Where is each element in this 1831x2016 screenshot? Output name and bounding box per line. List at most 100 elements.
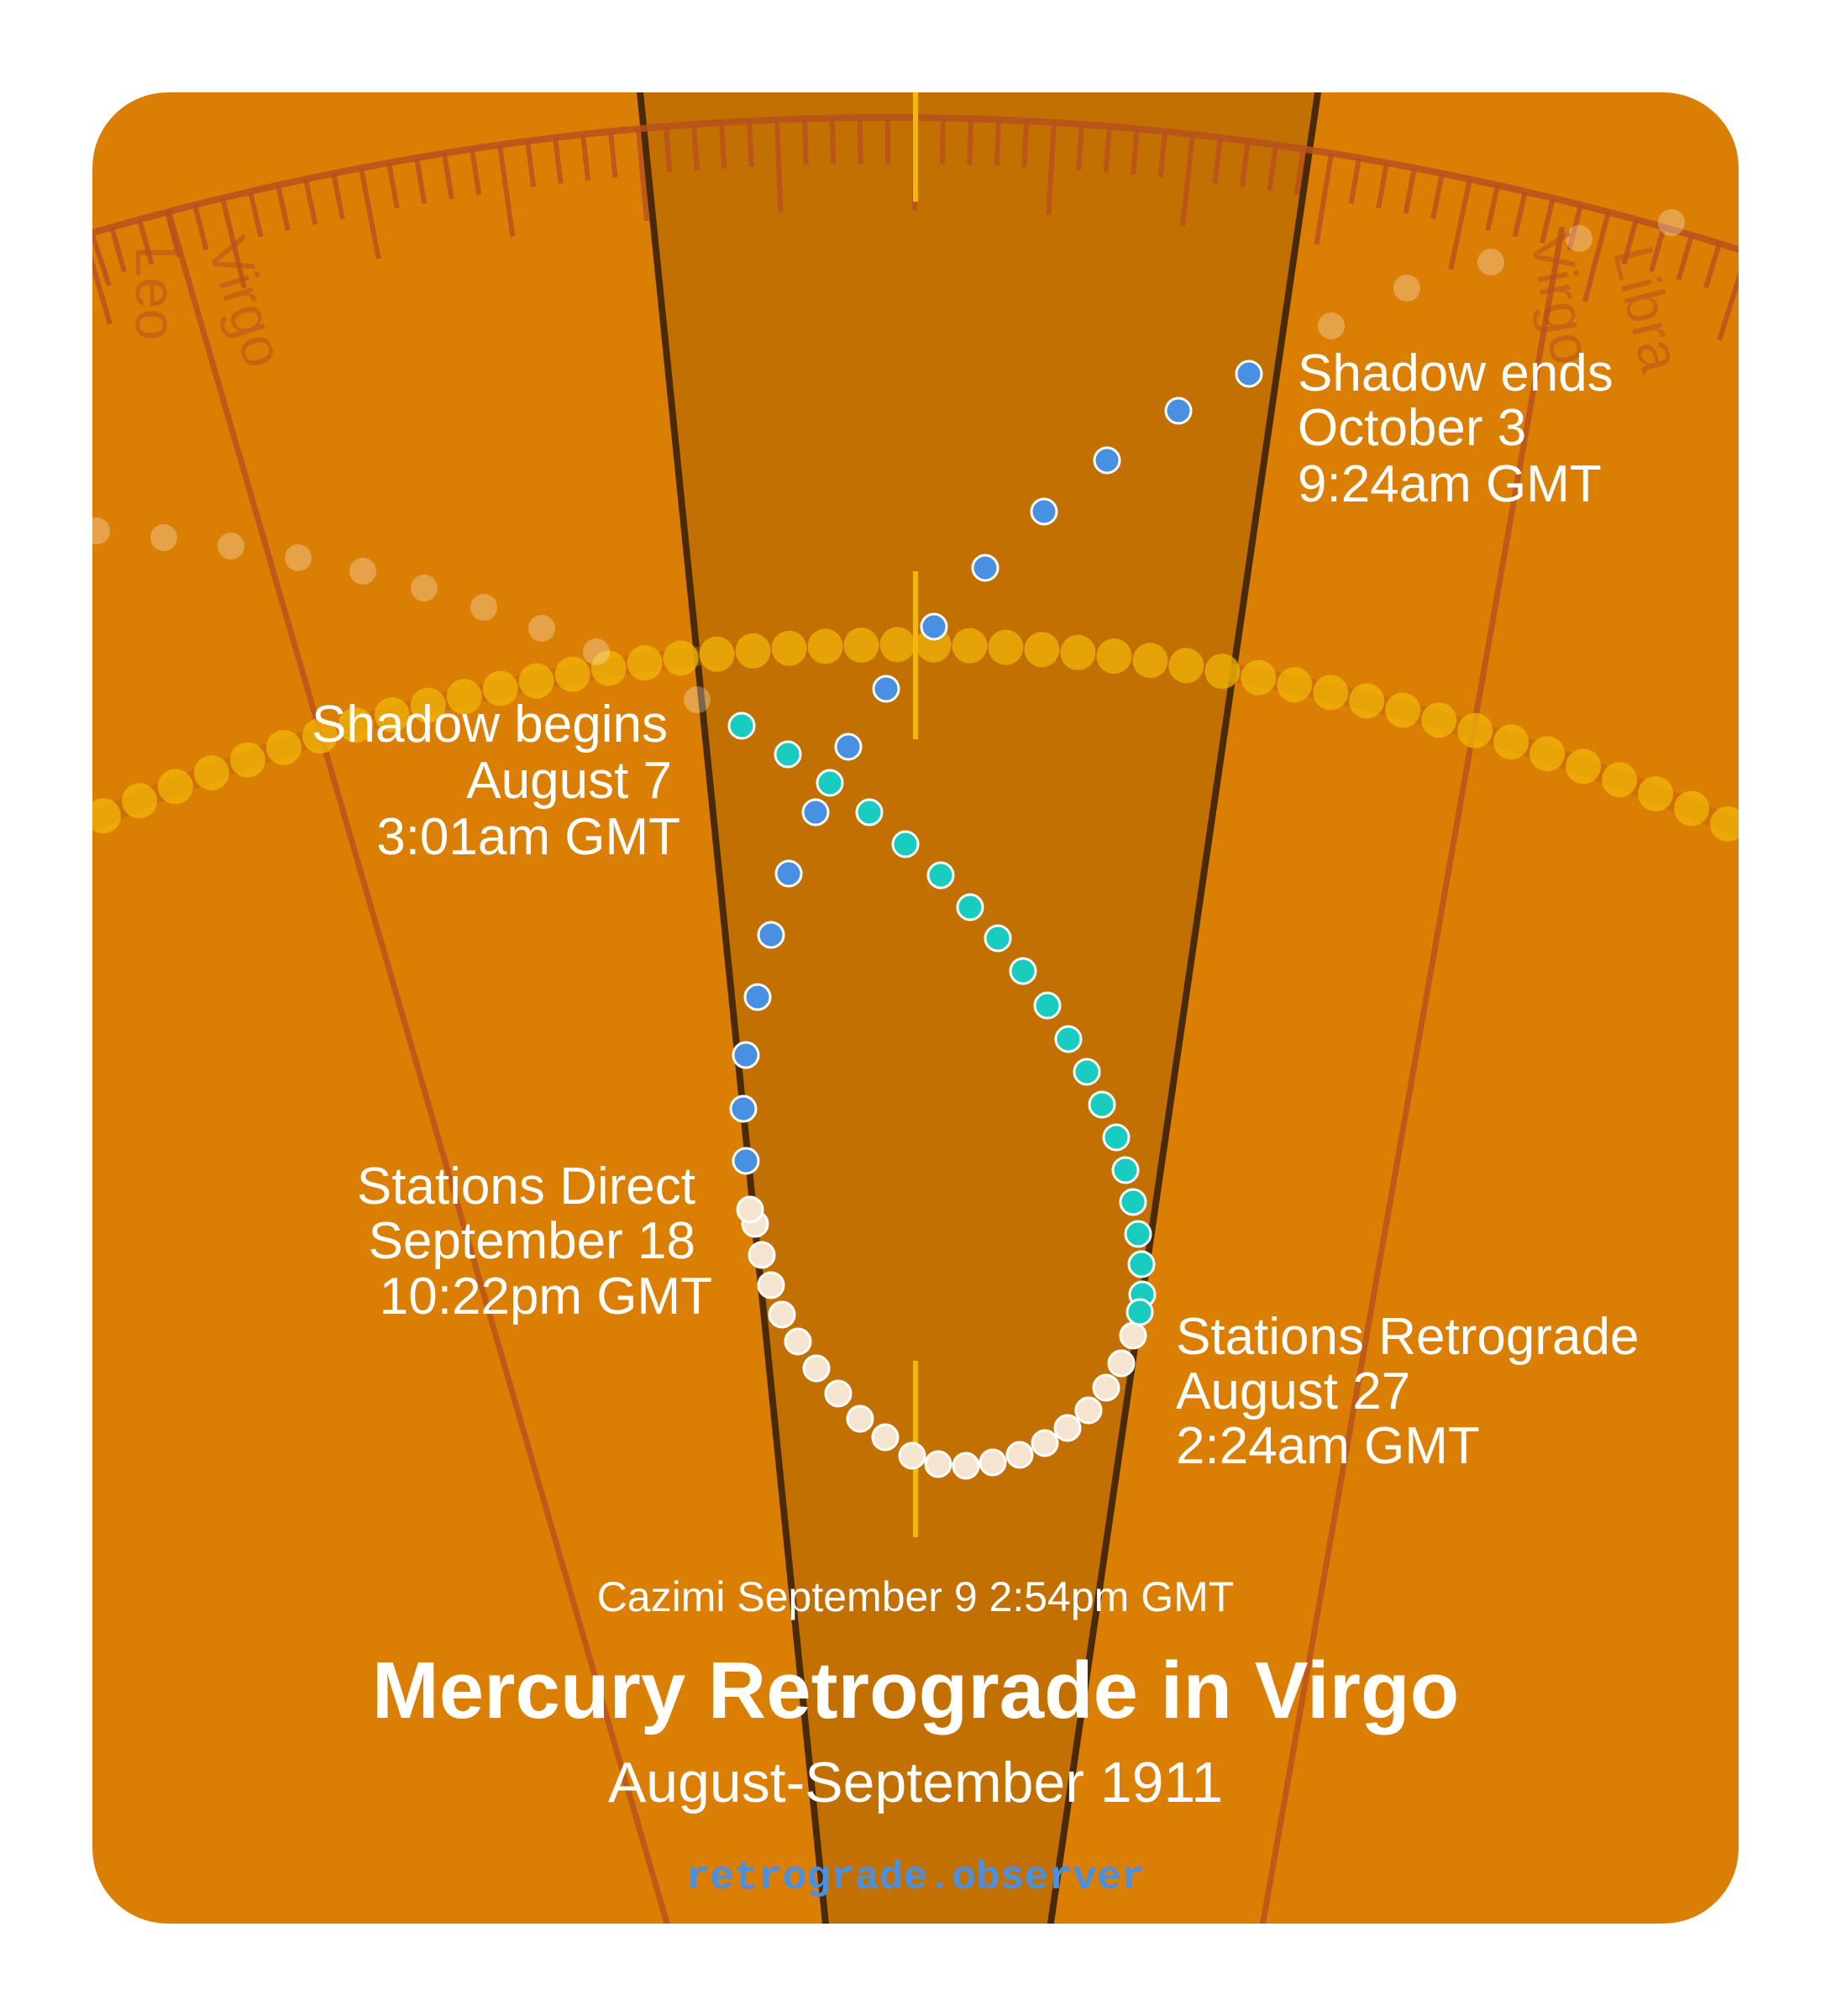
- tick-mark: [1046, 122, 1057, 215]
- faint-dot: [285, 544, 312, 571]
- sun-dot: [1529, 736, 1566, 772]
- cazimi-label: Cazimi September 9 2:54pm GMT: [597, 1573, 1235, 1620]
- tick-mark: [1540, 197, 1556, 244]
- sun-dot: [554, 656, 590, 692]
- sun-dot: [482, 670, 518, 706]
- mercury-dot: [743, 983, 772, 1011]
- mercury-dot: [774, 740, 802, 769]
- sun-dot: [410, 687, 446, 723]
- sun-dot: [1638, 776, 1674, 811]
- tick-mark: [553, 137, 564, 184]
- mercury-dot: [732, 1147, 760, 1175]
- mercury-dot: [1053, 1414, 1082, 1442]
- sun-dot: [265, 729, 302, 765]
- tick-mark: [1376, 162, 1389, 209]
- sign-boundary-virgo-libra: [1257, 226, 1566, 1924]
- label-shadow-ends: Shadow ends October 3 9:24am GMT: [1298, 344, 1613, 513]
- sun-dot: [771, 630, 807, 666]
- tick-mark: [1348, 157, 1361, 204]
- sun-dot: [1313, 675, 1349, 711]
- svg-text:3:01am GMT: 3:01am GMT: [376, 808, 680, 866]
- sun-dot: [879, 627, 916, 663]
- mercury-dot: [1119, 1188, 1147, 1216]
- mercury-dot: [971, 554, 999, 582]
- mercury-dot: [1119, 1321, 1147, 1350]
- mercury-dot: [871, 1423, 900, 1452]
- mercury-dot: [926, 861, 955, 890]
- sun-dot: [302, 718, 338, 754]
- tick-mark: [525, 140, 537, 187]
- faint-dot: [583, 638, 610, 665]
- tick-mark: [691, 123, 700, 171]
- mercury-dot: [956, 893, 984, 921]
- tick-mark: [858, 117, 863, 165]
- sun-dot: [988, 629, 1024, 665]
- tick-mark: [967, 118, 973, 165]
- mercury-dot: [920, 612, 948, 641]
- tick-mark: [608, 131, 618, 178]
- tick-mark: [331, 172, 345, 219]
- svg-text:August 27: August 27: [1176, 1362, 1410, 1420]
- mercury-dot: [952, 1452, 980, 1480]
- tick-mark: [1021, 120, 1029, 168]
- site-link[interactable]: retrograde.observer: [685, 1856, 1145, 1901]
- tick-mark: [939, 118, 946, 165]
- mercury-dot: [855, 798, 884, 827]
- tick-mark: [994, 119, 1001, 166]
- sun-dot: [735, 633, 771, 669]
- mercury-dot: [924, 1450, 952, 1478]
- tick-mark: [1703, 242, 1722, 289]
- sun-path: [92, 627, 1739, 842]
- sun-dot: [1385, 692, 1421, 728]
- tick-mark: [1403, 167, 1417, 214]
- sun-dot: [1566, 748, 1602, 785]
- mercury-dot: [824, 1379, 853, 1408]
- tick-mark: [248, 191, 264, 238]
- sun-dot: [157, 769, 193, 805]
- sun-dot: [1024, 632, 1060, 668]
- sun-dot: [92, 798, 121, 834]
- sun-dot: [1204, 654, 1241, 690]
- sign-boundary-leo-virgo: [165, 209, 675, 1924]
- tick-mark: [220, 197, 247, 289]
- tick-mark: [1485, 184, 1500, 231]
- tick-mark: [303, 178, 318, 225]
- tick-mark: [636, 129, 649, 222]
- tick-mark: [1314, 153, 1334, 245]
- sun-dot: [843, 627, 879, 664]
- svg-text:September 18: September 18: [369, 1212, 695, 1270]
- sun-dot: [807, 628, 843, 664]
- sun-dot: [122, 783, 157, 819]
- tick-mark: [1582, 211, 1611, 302]
- svg-text:Shadow ends: Shadow ends: [1298, 344, 1613, 402]
- tick-mark: [580, 134, 591, 181]
- sun-dot: [1493, 724, 1529, 760]
- sun-dot: [1241, 659, 1277, 696]
- zone-edge-right: [1045, 92, 1324, 1924]
- faint-dot: [1658, 209, 1685, 236]
- sun-dot: [518, 663, 554, 699]
- tick-mark: [1239, 140, 1251, 187]
- sun-dot: [1710, 806, 1739, 842]
- svg-text:August 7: August 7: [466, 752, 672, 810]
- mercury-dot: [1033, 991, 1062, 1020]
- mercury-dot: [729, 1095, 758, 1123]
- sun-dot: [1457, 712, 1493, 748]
- sun-dot: [1132, 643, 1168, 679]
- faint-dot: [1477, 249, 1504, 276]
- mercury-dot: [757, 921, 785, 949]
- mercury-dot: [1092, 1373, 1120, 1402]
- mercury-path: [727, 360, 1263, 1480]
- tick-mark: [275, 184, 291, 231]
- tick-mark: [1430, 172, 1445, 219]
- faint-dot: [1566, 225, 1592, 252]
- sun-dot: [1349, 683, 1385, 719]
- svg-text:Stations Direct: Stations Direct: [357, 1158, 695, 1215]
- mercury-dot: [834, 732, 863, 761]
- mercury-dot: [978, 1448, 1007, 1477]
- svg-text:Shadow begins: Shadow begins: [312, 696, 668, 753]
- faint-dot: [92, 517, 110, 544]
- tick-mark: [802, 118, 809, 165]
- mercury-dot: [1093, 446, 1121, 475]
